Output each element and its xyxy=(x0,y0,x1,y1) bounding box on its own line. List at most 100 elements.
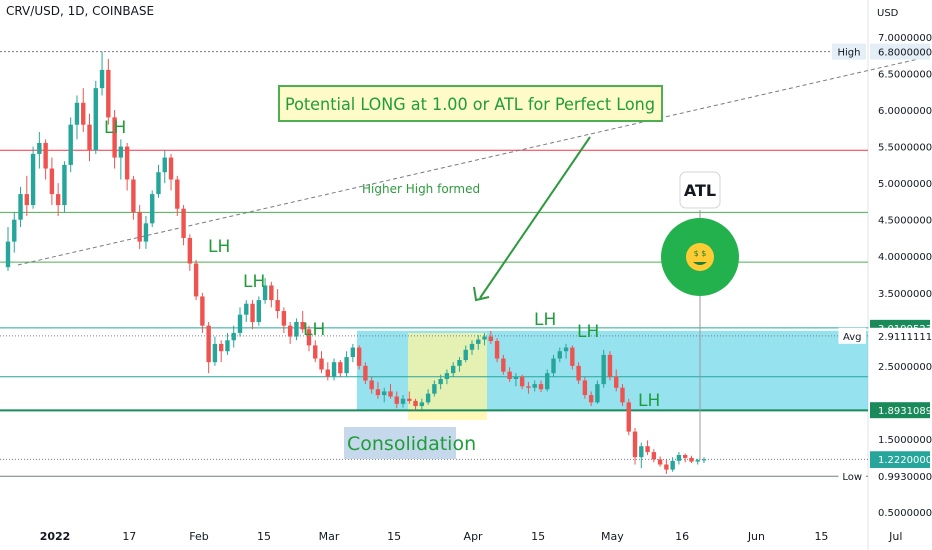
candle xyxy=(651,449,657,463)
candle-body xyxy=(225,340,230,352)
candle-body xyxy=(24,194,30,206)
candle-body xyxy=(519,376,525,387)
candle xyxy=(118,139,124,180)
candle xyxy=(225,332,230,355)
candle-body xyxy=(112,117,117,158)
candle-body xyxy=(620,387,625,403)
candle xyxy=(313,340,318,363)
candle xyxy=(588,391,594,407)
candle-body xyxy=(193,263,199,297)
money-face-icon xyxy=(686,243,714,271)
levels-layer xyxy=(0,51,929,477)
x-tick-label: 16 xyxy=(675,530,689,543)
candle-body xyxy=(676,455,682,461)
candle-body xyxy=(175,179,180,209)
candle xyxy=(168,153,174,191)
candle xyxy=(218,340,224,363)
candle xyxy=(388,384,393,399)
candle-body xyxy=(331,362,337,377)
candle-body xyxy=(237,314,243,333)
candle-body xyxy=(382,391,387,396)
candle-body xyxy=(701,459,707,461)
candle-body xyxy=(363,365,368,381)
candle-body xyxy=(313,345,318,359)
trendline xyxy=(17,56,929,266)
callout-arrow xyxy=(479,136,591,299)
candle xyxy=(626,398,631,436)
candle-body xyxy=(469,343,475,350)
candle xyxy=(494,338,500,363)
x-tick-label: 15 xyxy=(814,530,828,543)
candle xyxy=(287,322,293,344)
candle xyxy=(93,80,98,154)
candle-body xyxy=(670,460,675,470)
candle-body xyxy=(244,303,249,315)
candle xyxy=(156,164,161,198)
candle xyxy=(657,456,663,467)
price-tag-value: 6.80000000 xyxy=(878,48,932,59)
candle-body xyxy=(5,241,11,268)
candle-body xyxy=(664,464,669,470)
consolidation-box xyxy=(344,427,456,459)
currency-label: USD xyxy=(877,8,899,19)
candle-body xyxy=(181,208,186,238)
candle-body xyxy=(93,88,98,151)
candle xyxy=(369,376,374,394)
candle xyxy=(200,292,205,333)
candle xyxy=(476,335,481,350)
candle-body xyxy=(344,357,349,374)
candle-body xyxy=(287,325,293,337)
candle xyxy=(469,340,475,355)
price-tag-value: 2.91111111 xyxy=(878,332,932,343)
candle xyxy=(55,183,61,217)
candle xyxy=(413,398,418,410)
candle-body xyxy=(118,146,124,158)
candle xyxy=(12,212,17,253)
lh-label: LH xyxy=(243,272,265,292)
price-tag-bg xyxy=(870,43,930,60)
candle xyxy=(645,440,650,455)
candle-body xyxy=(526,386,531,388)
candle-body xyxy=(131,179,136,213)
candle xyxy=(545,369,550,392)
candle-body xyxy=(218,343,224,352)
candle-body xyxy=(74,102,80,125)
candle xyxy=(400,395,406,408)
price-tag-bg xyxy=(870,467,930,484)
candle xyxy=(231,325,236,348)
candle xyxy=(137,205,142,249)
candle-body xyxy=(156,172,161,195)
candle xyxy=(256,296,262,326)
candle-body xyxy=(595,384,600,403)
candle xyxy=(620,384,625,407)
atl-badge xyxy=(679,171,721,209)
candle xyxy=(175,175,180,217)
x-tick-label: 15 xyxy=(531,530,545,543)
candle xyxy=(319,351,324,374)
price-tag-label: Avg xyxy=(843,332,862,343)
candle-body xyxy=(18,194,23,220)
price-tag-label: High xyxy=(838,48,861,59)
candle xyxy=(338,360,343,377)
candle-body xyxy=(81,102,86,125)
symbol-header: CRV/USD, 1D, COINBASE xyxy=(6,4,155,18)
candle-body xyxy=(262,285,268,301)
candle-body xyxy=(275,300,280,312)
candle xyxy=(582,376,588,399)
candle-body xyxy=(419,402,425,407)
candle xyxy=(532,380,537,392)
x-tick-label: 17 xyxy=(122,530,136,543)
candle-body xyxy=(438,379,443,385)
candle xyxy=(607,351,613,381)
candle xyxy=(49,157,55,206)
candle xyxy=(570,345,575,370)
y-tick-label: 7.00000000 xyxy=(878,33,932,44)
candle xyxy=(269,281,274,308)
candle xyxy=(407,391,412,404)
candle xyxy=(457,357,462,372)
candle xyxy=(74,95,80,140)
x-tick-layer: 2022 17 Feb 15 Mar 15 Apr 15 May 16 Jun 15 Jul xyxy=(40,530,903,543)
